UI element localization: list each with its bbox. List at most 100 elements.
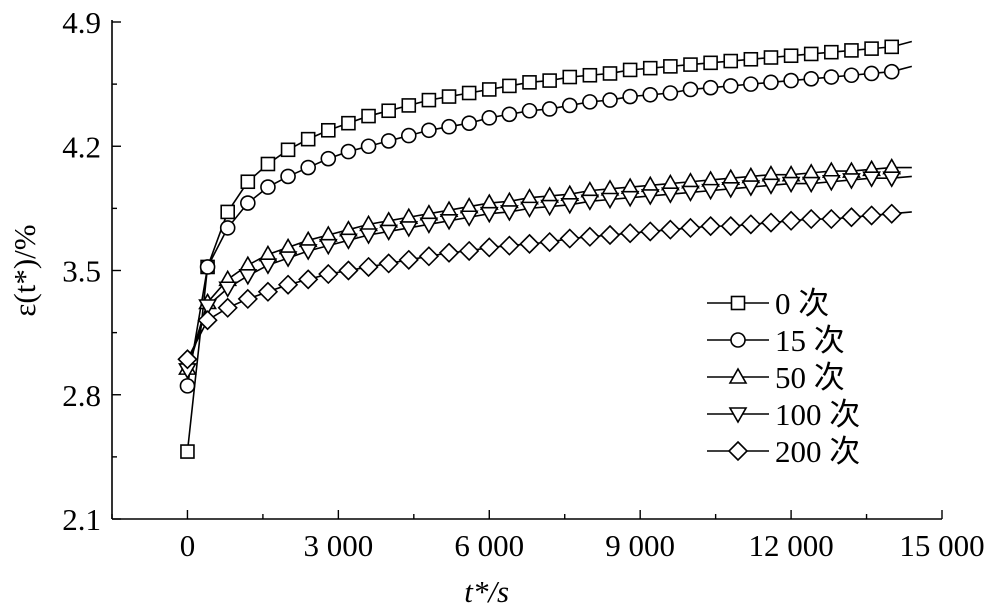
- legend-label: 0 次: [775, 286, 829, 321]
- data-point: [258, 258, 278, 275]
- legend-marker: [730, 295, 746, 311]
- x-tick-label: 3 000: [303, 528, 373, 563]
- axes: [111, 20, 942, 520]
- data-point: [519, 233, 540, 255]
- data-point: [217, 297, 238, 318]
- legend-marker: [728, 407, 748, 424]
- data-point: [341, 115, 356, 131]
- data-point: [240, 174, 256, 190]
- legend-item: 15 次: [707, 323, 845, 358]
- data-point: [481, 110, 498, 126]
- data-point: [883, 63, 900, 80]
- data-point: [640, 189, 660, 206]
- data-point: [421, 122, 437, 139]
- data-point: [400, 127, 417, 144]
- data-point: [824, 44, 839, 60]
- data-point: [599, 224, 621, 246]
- data-point: [619, 223, 641, 244]
- data-point: [600, 192, 620, 210]
- x-tick-label: 0: [180, 528, 196, 563]
- data-point: [421, 92, 437, 108]
- data-point: [179, 378, 196, 394]
- legend-label: 15 次: [775, 323, 845, 358]
- y-tick-label: 4.2: [62, 129, 101, 164]
- data-point: [864, 41, 879, 56]
- data-point: [841, 207, 862, 228]
- data-point: [522, 75, 537, 90]
- series-layer: [177, 39, 913, 459]
- data-point: [540, 199, 560, 217]
- data-point: [844, 43, 859, 58]
- data-point: [481, 82, 497, 97]
- data-point: [257, 281, 279, 302]
- data-point: [237, 288, 258, 310]
- data-point: [843, 67, 860, 84]
- data-point: [803, 46, 819, 62]
- data-point: [741, 180, 761, 197]
- data-point: [521, 102, 538, 119]
- data-point: [682, 81, 699, 98]
- data-point: [723, 53, 739, 69]
- data-point: [863, 65, 880, 82]
- data-point: [660, 219, 681, 240]
- data-point: [459, 240, 480, 262]
- legend-label: 50 次: [775, 360, 845, 395]
- data-point: [199, 259, 216, 275]
- data-point: [300, 159, 316, 176]
- data-point: [438, 242, 460, 263]
- data-point: [602, 66, 618, 81]
- data-point: [862, 171, 881, 188]
- data-point: [622, 88, 638, 105]
- x-tick-label: 6 000: [454, 528, 524, 563]
- data-point: [340, 143, 357, 160]
- x-tick-label: 15 000: [899, 528, 984, 563]
- x-tick-label: 12 000: [748, 528, 833, 563]
- data-point: [298, 244, 318, 261]
- data-point: [260, 179, 276, 195]
- data-point: [881, 203, 902, 224]
- y-tick-label: 2.8: [62, 378, 101, 413]
- series-5: [177, 203, 912, 370]
- data-point: [763, 74, 779, 91]
- data-point: [398, 249, 419, 270]
- data-point: [379, 224, 399, 242]
- data-point: [662, 85, 679, 101]
- data-point: [781, 176, 801, 194]
- data-point: [280, 142, 296, 158]
- data-point: [602, 92, 618, 108]
- data-point: [461, 115, 477, 131]
- data-point: [459, 210, 479, 227]
- data-point: [441, 118, 457, 135]
- x-axis-title: t*/s: [464, 574, 509, 609]
- data-point: [320, 150, 337, 167]
- data-point: [461, 85, 477, 101]
- data-point: [821, 174, 841, 192]
- data-point: [360, 138, 377, 155]
- data-point: [501, 106, 518, 123]
- data-point: [763, 50, 779, 65]
- data-point: [542, 73, 557, 88]
- data-point: [359, 228, 378, 245]
- data-point: [300, 131, 316, 147]
- data-point: [399, 221, 419, 238]
- data-point: [721, 182, 741, 199]
- data-point: [780, 210, 802, 231]
- data-point: [318, 238, 338, 256]
- data-point: [663, 59, 678, 74]
- legend-item: 100 次: [707, 397, 860, 432]
- data-point: [722, 78, 739, 94]
- data-point: [681, 185, 700, 203]
- series-4: [178, 171, 912, 380]
- data-point: [559, 228, 580, 249]
- data-point: [541, 101, 558, 117]
- y-axis-title: ε(t*)/%: [7, 224, 42, 316]
- data-point: [579, 226, 601, 247]
- data-point: [761, 178, 781, 195]
- data-point: [801, 176, 821, 194]
- x-ticks: 0 3 000 6 000 9 000 12 000 15 000: [111, 510, 985, 563]
- data-point: [318, 263, 339, 285]
- data-point: [700, 215, 721, 237]
- data-point: [861, 205, 882, 226]
